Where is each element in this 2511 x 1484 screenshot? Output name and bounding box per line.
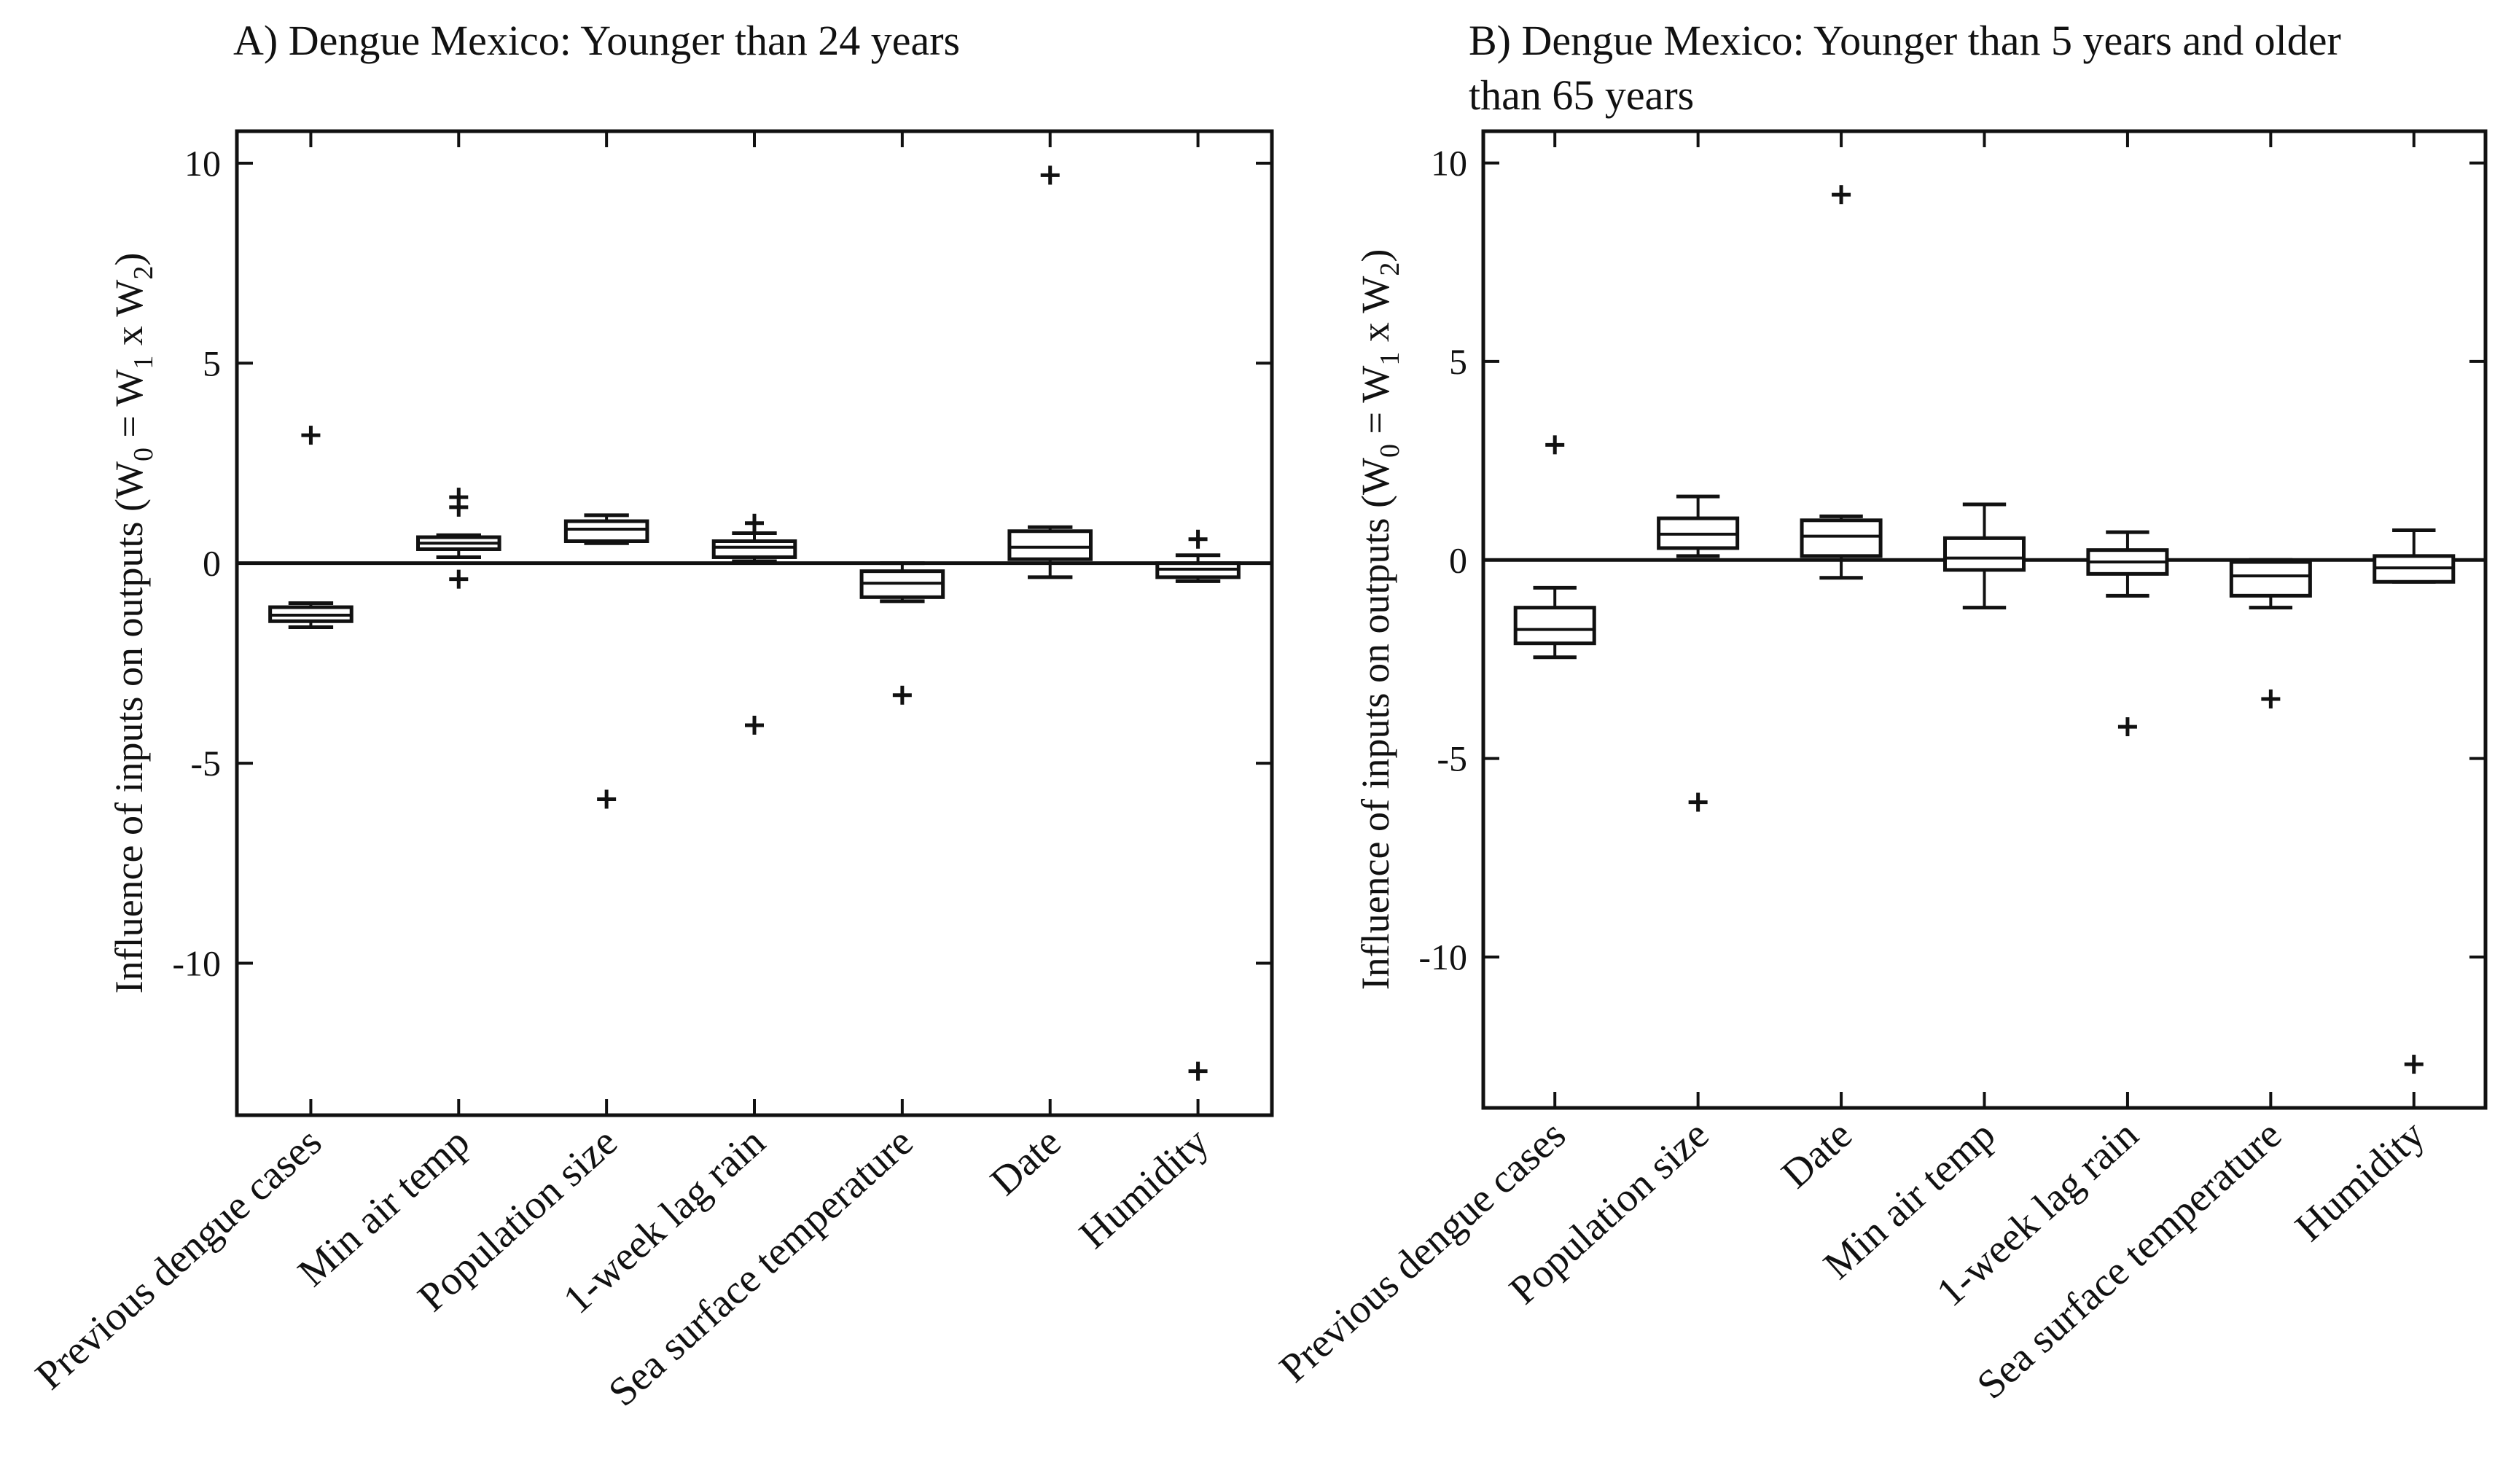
plot-frame xyxy=(235,129,1274,1117)
box-iqr xyxy=(711,539,797,559)
outlier-marker xyxy=(2261,689,2281,708)
y-tick-label: 5 xyxy=(203,343,221,383)
chart-title: than 65 years xyxy=(1469,71,1694,119)
y-axis-label: Influence of inputs on outputs (W0 = W1 … xyxy=(107,253,159,994)
outlier-marker xyxy=(1688,792,1708,812)
outlier-marker xyxy=(449,497,469,517)
y-tick-label: 0 xyxy=(203,543,221,584)
box-iqr xyxy=(563,519,649,543)
box-2: Min air temp xyxy=(289,131,501,1295)
y-tick-label: 10 xyxy=(184,143,221,184)
outlier-marker xyxy=(892,685,912,705)
x-tick-label: Previous dengue cases xyxy=(1271,1112,1574,1391)
outlier-marker xyxy=(1832,185,1851,205)
box-4: Min air temp xyxy=(1815,131,2026,1288)
y-tick-label: 0 xyxy=(1449,539,1467,580)
panel-a: A) Dengue Mexico: Younger than 24 years I… xyxy=(27,17,1274,1415)
y-tick-label: -5 xyxy=(190,743,221,784)
outlier-marker xyxy=(2404,1055,2424,1074)
box-iqr xyxy=(2229,560,2312,598)
box-3: Date xyxy=(1773,131,1883,1198)
outlier-marker xyxy=(1545,435,1565,455)
outlier-marker xyxy=(1040,165,1060,185)
y-tick-label: -10 xyxy=(1418,937,1467,977)
box-6: Date xyxy=(982,131,1093,1205)
x-tick-label: Date xyxy=(1773,1112,1861,1198)
outlier-marker xyxy=(301,426,321,445)
box-1: Previous dengue cases xyxy=(27,131,354,1399)
y-tick-label: 10 xyxy=(1431,143,1467,184)
plot-frame xyxy=(1481,129,2488,1110)
x-tick-label: Previous dengue cases xyxy=(27,1120,330,1399)
box-iqr xyxy=(1942,536,2026,572)
panel-b: B) Dengue Mexico: Younger than 5 years a… xyxy=(1271,17,2488,1408)
x-tick-label: Humidity xyxy=(2287,1112,2433,1251)
y-tick-label: -10 xyxy=(172,942,221,983)
y-tick-label: -5 xyxy=(1437,738,1467,779)
outlier-marker xyxy=(449,569,469,589)
x-tick-label: Humidity xyxy=(1071,1120,1217,1258)
y-tick-label: 5 xyxy=(1449,341,1467,382)
outlier-marker xyxy=(2117,717,2137,737)
outlier-marker xyxy=(745,715,764,735)
x-tick-label: Date xyxy=(982,1120,1069,1205)
box-7: Humidity xyxy=(2287,131,2456,1251)
outlier-marker xyxy=(745,513,764,533)
chart-title: A) Dengue Mexico: Younger than 24 years xyxy=(233,17,960,64)
chart-title: B) Dengue Mexico: Younger than 5 years a… xyxy=(1469,17,2341,64)
outlier-marker xyxy=(1188,1061,1208,1081)
box-iqr xyxy=(1513,606,1596,646)
box-iqr xyxy=(1800,518,1883,558)
y-axis-label: Influence of inputs on outputs (W0 = W1 … xyxy=(1354,249,1405,991)
box-iqr xyxy=(1007,529,1093,561)
outlier-marker xyxy=(1188,529,1208,549)
outlier-marker xyxy=(597,789,617,809)
box-1: Previous dengue cases xyxy=(1271,131,1596,1391)
box-7: Humidity xyxy=(1071,131,1241,1258)
